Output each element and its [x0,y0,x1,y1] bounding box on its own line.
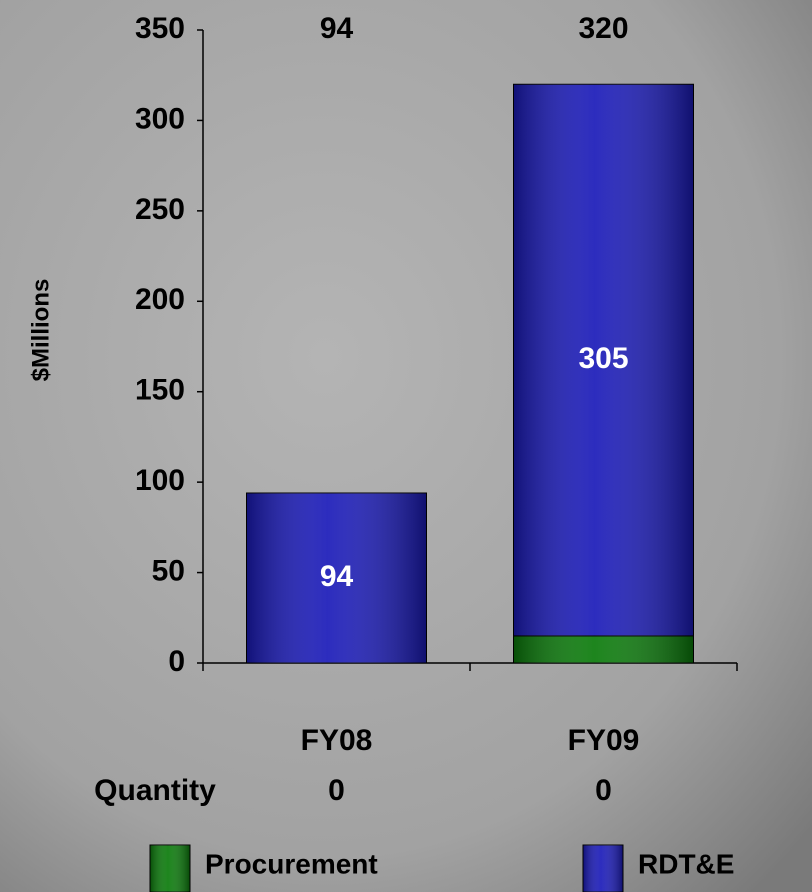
y-tick-label: 200 [135,283,185,316]
y-tick-label: 350 [135,12,185,45]
total-label: 94 [320,12,354,45]
quantity-value: 0 [328,774,345,807]
legend-shade [583,845,623,892]
chart: $Millions Quantity 0 50 100 150 200 250 300 350… [0,0,812,892]
value-label: 94 [320,560,354,593]
x-tick-label: FY08 [301,724,373,757]
legend-label: RDT&E [638,848,734,879]
value-label: 305 [578,342,628,375]
legend-label: Procurement [205,848,378,879]
quantity-label: Quantity [94,774,216,807]
quantity-value: 0 [595,774,612,807]
y-tick-label: 250 [135,193,185,226]
bar-shade [514,636,694,663]
y-axis-label: $Millions [27,279,54,382]
y-tick-label: 300 [135,102,185,135]
total-label: 320 [578,12,628,45]
y-tick-label: 100 [135,464,185,497]
y-tick-label: 50 [152,554,185,587]
legend-shade [150,845,190,892]
y-tick-label: 150 [135,374,185,407]
y-tick-label: 0 [168,645,185,678]
x-tick-label: FY09 [568,724,640,757]
